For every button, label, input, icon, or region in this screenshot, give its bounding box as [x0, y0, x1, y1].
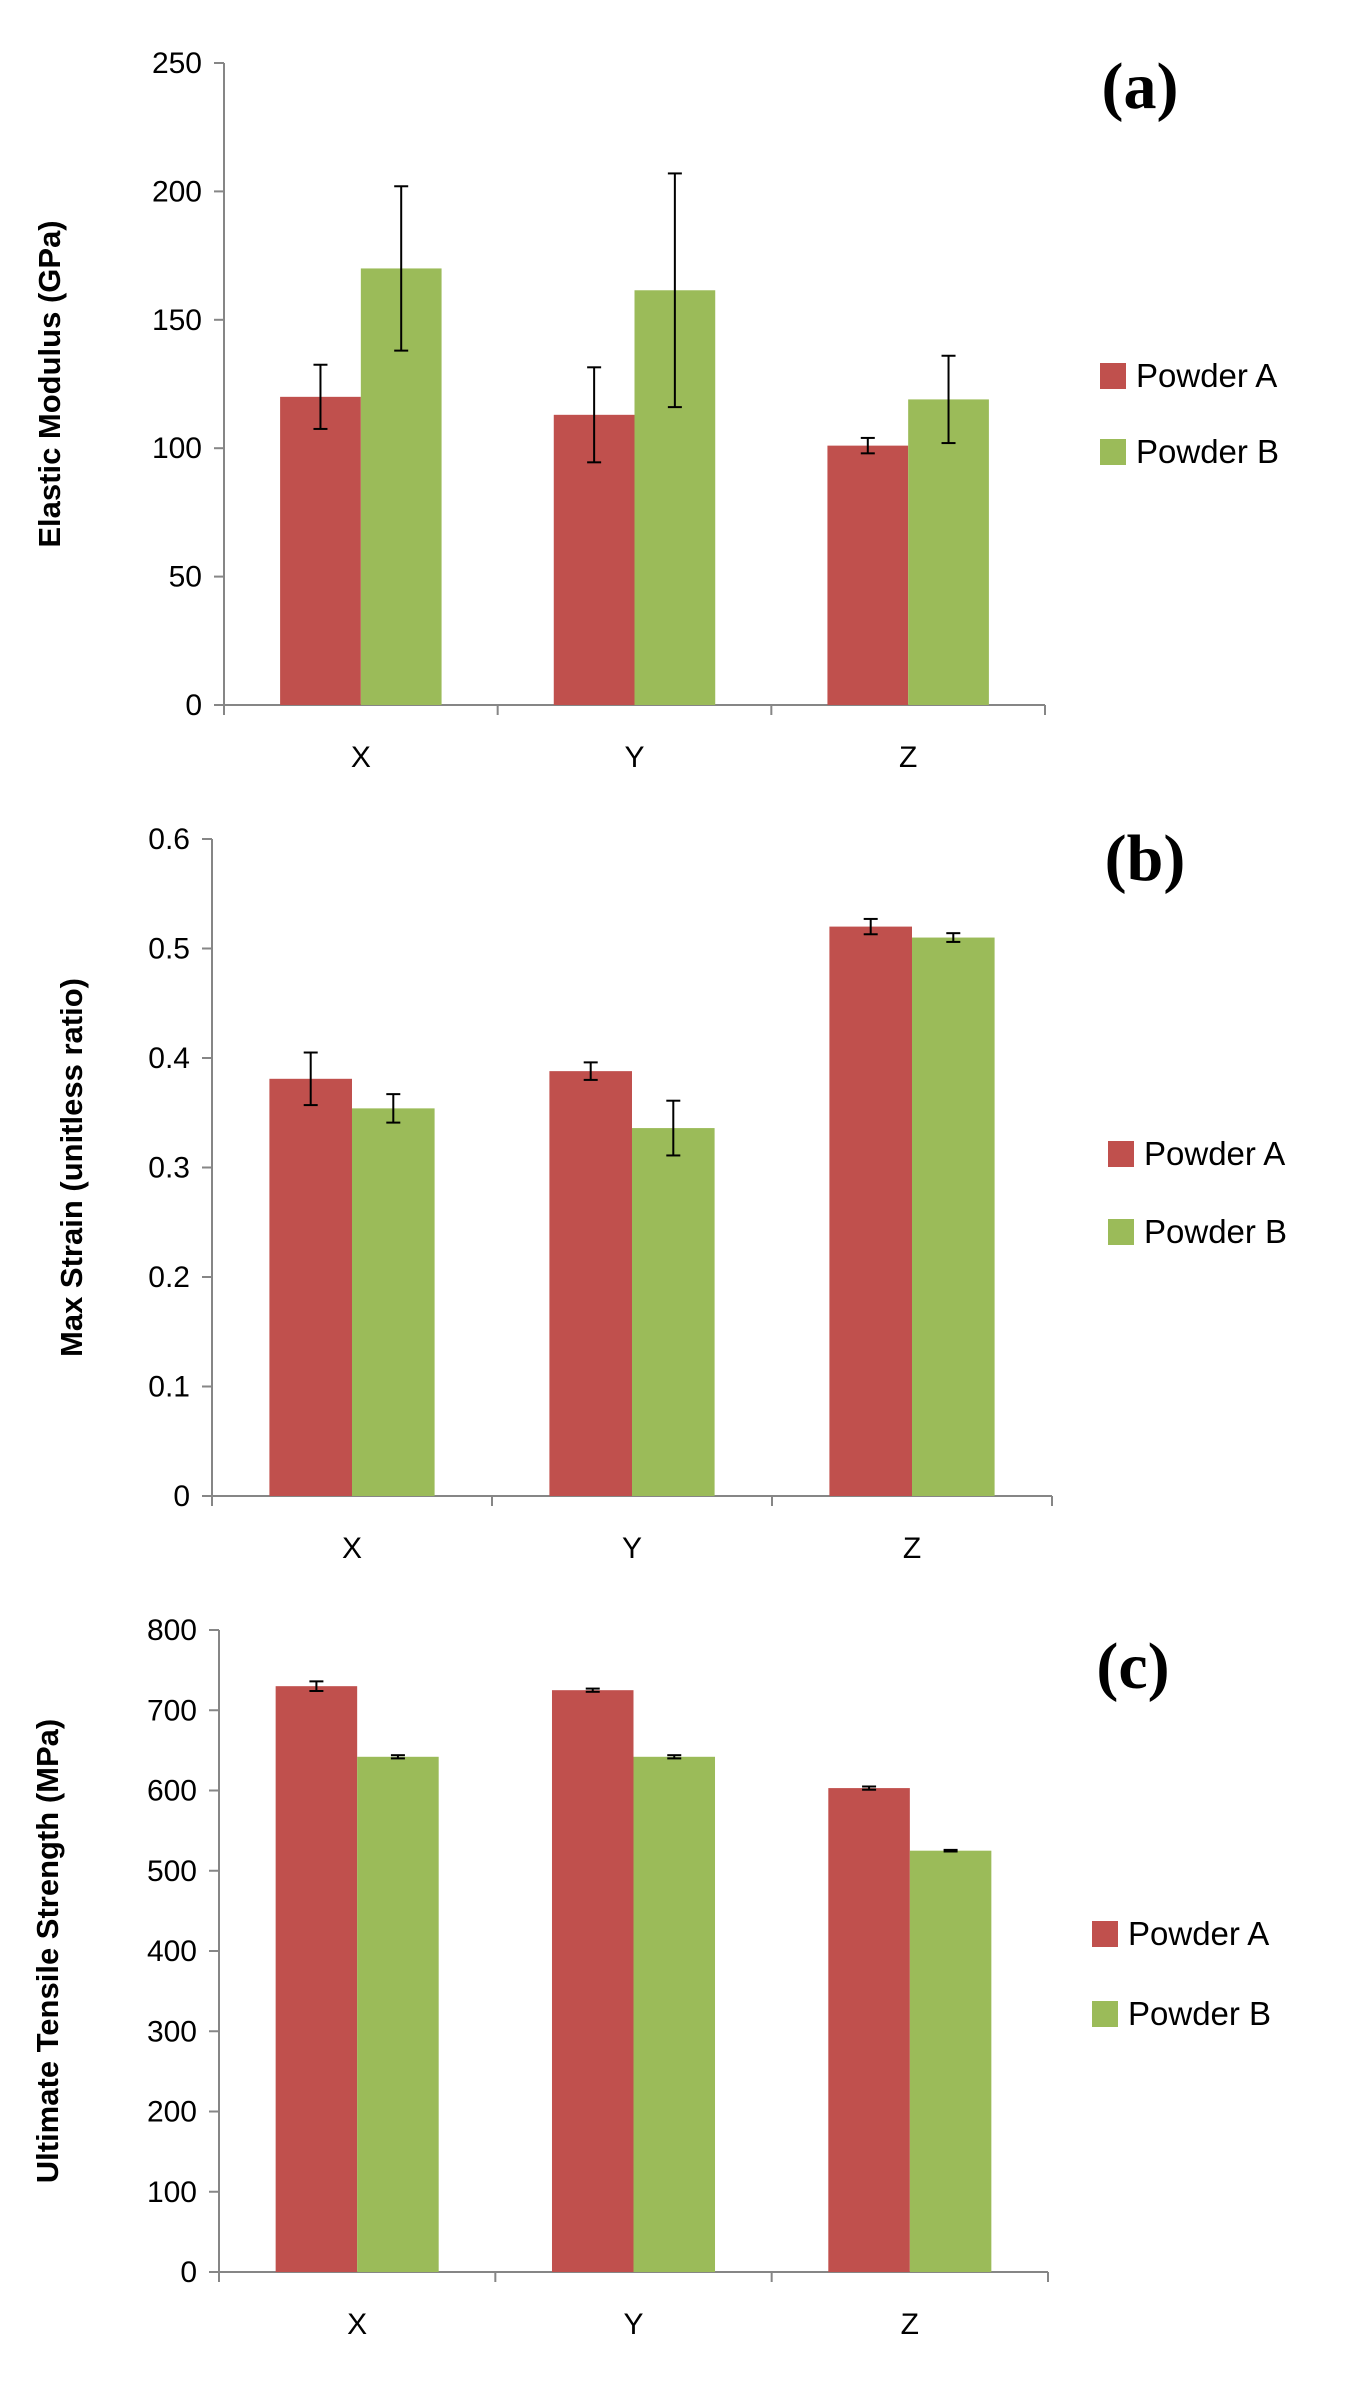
legend-label-powder-b: Powder B	[1128, 1995, 1271, 2032]
y-tick-label: 0	[180, 2256, 197, 2289]
error-bar-powder-b-z	[943, 1848, 958, 1853]
y-tick-label: 800	[147, 1614, 197, 1647]
y-tick-label: 400	[147, 1935, 197, 1968]
x-tick-label: X	[347, 2308, 367, 2341]
legend: Powder A Powder B	[1108, 1135, 1287, 1250]
x-tick-label: X	[351, 741, 371, 774]
bar-powder-a-x	[269, 1078, 352, 1496]
y-tick-label: 500	[147, 1855, 197, 1888]
error-bar-powder-a-x	[313, 363, 328, 430]
y-tick-label: 200	[147, 2096, 197, 2129]
error-bar-powder-b-z	[946, 932, 961, 943]
bar-powder-b-x	[357, 1756, 439, 2272]
y-tick-label: 600	[147, 1775, 197, 1808]
error-bar-powder-a-x	[309, 1680, 324, 1692]
y-tick-label: 200	[152, 175, 202, 208]
legend-swatch-powder-b	[1108, 1219, 1134, 1245]
error-bar-powder-a-y	[587, 366, 602, 464]
y-tick-label: 0.6	[148, 823, 190, 856]
y-tick-label: 700	[147, 1694, 197, 1727]
bar-powder-b-z	[909, 1850, 992, 2272]
panel-label: (a)	[1102, 50, 1179, 123]
bar-powder-a-z	[827, 445, 909, 705]
error-bar-powder-b-y	[667, 1754, 682, 1760]
legend-label-powder-a: Powder A	[1144, 1135, 1285, 1172]
legend-swatch-powder-b	[1092, 2001, 1118, 2027]
error-bar-powder-b-x	[394, 185, 409, 352]
y-tick-label: 0.1	[148, 1371, 190, 1404]
legend-swatch-powder-a	[1100, 363, 1126, 389]
chart-panel-b: 0 0.1 0.2 0.3 0.4 0.5 0.6 X Y Z Max Strain (unitle…	[54, 822, 1287, 1565]
legend-swatch-powder-b	[1100, 439, 1126, 465]
chart-panel-a: 0 50 100 150 200 250 X Y Z Elastic Modulus (GPa) (…	[32, 47, 1279, 774]
x-tick-label: Y	[623, 2308, 643, 2341]
y-axis-title: Max Strain (unitless ratio)	[54, 978, 89, 1357]
y-tick-label: 300	[147, 2015, 197, 2048]
y-tick-label: 0.5	[148, 933, 190, 966]
y-tick-label: 0.2	[148, 1261, 190, 1294]
bar-powder-a-z	[829, 926, 912, 1496]
bar-powder-a-y	[549, 1071, 632, 1496]
legend-label-powder-b: Powder B	[1144, 1213, 1287, 1250]
error-bar-powder-a-z	[863, 917, 878, 936]
bar-powder-a-x	[275, 1686, 358, 2272]
y-tick-label: 0.4	[148, 1042, 190, 1075]
x-tick-label: Y	[622, 1532, 642, 1565]
y-tick-label: 150	[152, 304, 202, 337]
panel-label: (b)	[1105, 822, 1186, 895]
error-bar-powder-b-x	[386, 1093, 401, 1124]
bar-powder-b-y	[633, 1756, 716, 2272]
legend-label-powder-a: Powder A	[1128, 1915, 1269, 1952]
x-tick-label: Z	[901, 2308, 919, 2341]
y-axis-title: Elastic Modulus (GPa)	[32, 220, 67, 547]
error-bar-powder-b-z	[941, 354, 956, 445]
error-bar-powder-b-y	[666, 1099, 681, 1157]
legend-label-powder-b: Powder B	[1136, 433, 1279, 470]
y-tick-label: 0	[185, 689, 202, 722]
y-tick-label: 0.3	[148, 1152, 190, 1185]
error-bar-powder-b-y	[667, 172, 682, 409]
error-bar-powder-a-z	[862, 1785, 877, 1791]
bar-powder-b-z	[908, 399, 989, 705]
error-bar-powder-a-y	[585, 1687, 600, 1693]
legend: Powder A Powder B	[1092, 1915, 1271, 2032]
y-tick-label: 100	[147, 2176, 197, 2209]
legend: Powder A Powder B	[1100, 357, 1279, 470]
error-bar-powder-a-y	[583, 1061, 598, 1081]
legend-swatch-powder-a	[1092, 1921, 1118, 1947]
x-tick-label: Z	[899, 741, 917, 774]
error-bar-powder-a-z	[860, 436, 875, 455]
y-tick-label: 100	[152, 432, 202, 465]
bar-powder-b-y	[632, 1128, 715, 1496]
y-axis-title: Ultimate Tensile Strength (MPa)	[30, 1719, 65, 2184]
chart-panel-c: 0 100 200 300 400 500 600 700 800 X Y Z Ultimate Ten…	[30, 1614, 1271, 2341]
x-tick-label: Y	[624, 741, 644, 774]
bar-powder-a-y	[551, 1690, 634, 2272]
error-bar-powder-a-x	[303, 1051, 318, 1107]
bar-powder-b-z	[912, 937, 995, 1496]
legend-swatch-powder-a	[1108, 1141, 1134, 1167]
y-tick-label: 50	[169, 561, 202, 594]
x-tick-label: X	[342, 1532, 362, 1565]
bar-powder-b-x	[352, 1108, 435, 1496]
bar-powder-a-z	[828, 1788, 910, 2272]
x-tick-label: Z	[903, 1532, 921, 1565]
panel-label: (c)	[1096, 1630, 1169, 1703]
bar-powder-a-x	[280, 396, 361, 705]
y-tick-label: 0	[173, 1480, 190, 1513]
y-tick-label: 250	[152, 47, 202, 80]
legend-label-powder-a: Powder A	[1136, 357, 1277, 394]
error-bar-powder-b-x	[390, 1754, 405, 1760]
